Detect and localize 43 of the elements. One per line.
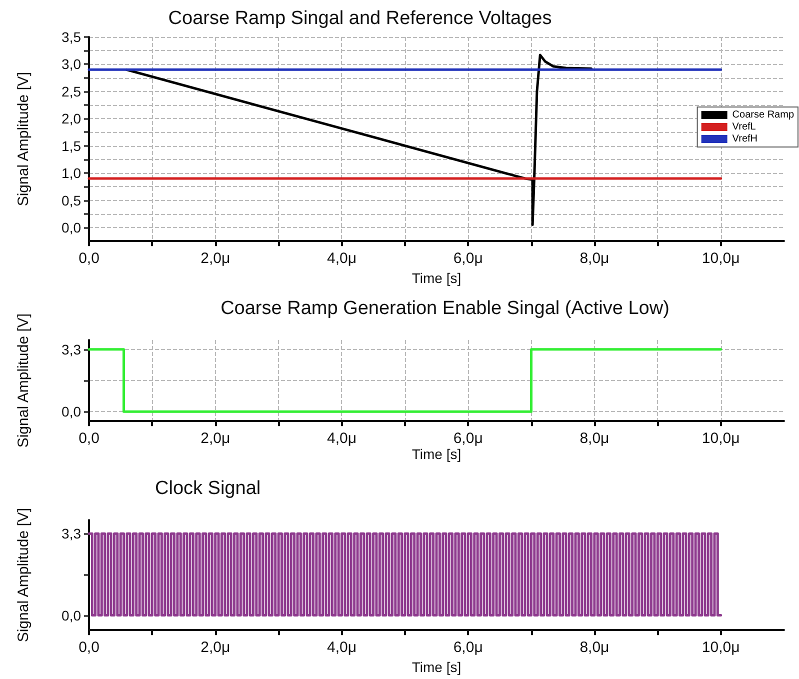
y-tick-label: 0,5 [62, 192, 82, 208]
x-tick-label: 8,0μ [580, 639, 610, 656]
y-tick-label: 2,5 [62, 83, 82, 100]
x-tick-label: 0,0 [78, 250, 100, 268]
y-axis-title: Signal Amplitude [V] [15, 313, 32, 448]
x-axis-title: Time [s] [412, 659, 462, 675]
x-tick-label: 8,0μ [580, 250, 610, 268]
y-tick-label: 1,5 [62, 138, 82, 154]
y-tick-label: 0,0 [62, 404, 82, 420]
x-tick-label: 4,0μ [326, 430, 356, 448]
x-tick-label: 10,0μ [702, 639, 740, 656]
y-tick-label: 3,3 [62, 341, 82, 358]
x-tick-label: 10,0μ [702, 430, 740, 448]
y-tick-label: 1,0 [62, 165, 82, 182]
y-axis-title: Signal Amplitude [V] [15, 72, 32, 206]
x-tick-label: 4,0μ [326, 639, 356, 656]
x-tick-label: 2,0μ [200, 430, 230, 448]
y-tick-label: 3,0 [62, 56, 82, 72]
y-tick-label: 0,0 [62, 219, 82, 236]
x-tick-label: 6,0μ [453, 639, 483, 656]
line-series [125, 54, 593, 226]
chart-title: Clock Signal [155, 478, 261, 499]
y-axis-title: Signal Amplitude [V] [15, 508, 32, 642]
x-tick-label: 6,0μ [453, 430, 483, 448]
x-tick-label: 8,0μ [580, 430, 610, 448]
legend-label: VrefL [732, 122, 756, 132]
x-tick-label: 2,0μ [200, 639, 230, 656]
chart-title: Coarse Ramp Generation Enable Singal (Active Low) [220, 298, 670, 319]
x-tick-label: 4,0μ [326, 250, 356, 268]
legend-label: Coarse Ramp [732, 110, 794, 120]
chart-title: Coarse Ramp Singal and Reference Voltages [168, 8, 552, 29]
legend-label: VrefH [732, 134, 758, 144]
y-tick-label: 3,5 [62, 29, 82, 45]
y-tick-label: 3,3 [62, 526, 82, 542]
x-tick-label: 0,0 [78, 639, 100, 656]
x-tick-label: 10,0μ [702, 250, 740, 268]
y-tick-label: 0,0 [62, 607, 82, 624]
x-tick-label: 6,0μ [453, 250, 483, 268]
x-tick-label: 2,0μ [200, 250, 230, 268]
x-axis-title: Time [s] [412, 270, 462, 286]
x-tick-label: 0,0 [78, 430, 100, 448]
x-axis-title: Time [s] [412, 446, 462, 462]
y-tick-label: 2,0 [62, 110, 82, 127]
